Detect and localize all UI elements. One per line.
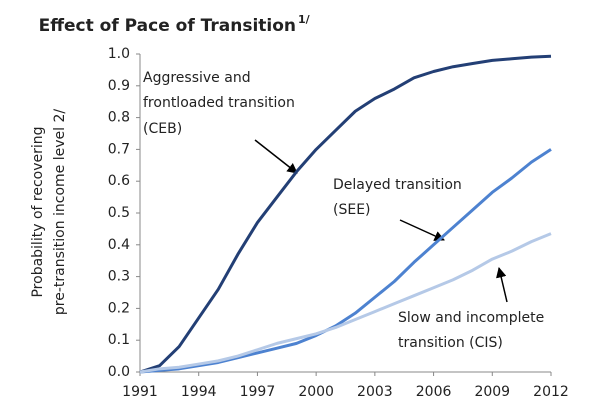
- annotation: Delayed transition: [333, 177, 462, 193]
- series-line: [139, 232, 552, 374]
- title-note: 1/: [298, 13, 311, 26]
- annotation: Slow and incomplete: [398, 310, 544, 326]
- x-tick-label: 2000: [298, 384, 334, 400]
- y-tick-label: 0.5: [108, 205, 130, 221]
- annotation: (SEE): [333, 202, 371, 218]
- arrow: [254, 139, 298, 174]
- chart-title: Effect of Pace of Transition: [39, 16, 296, 36]
- y-tick-label: 1.0: [108, 46, 130, 62]
- arrow: [496, 266, 508, 303]
- y-axis-label: Probability of recovering: [30, 126, 46, 297]
- x-tick-label: 2003: [357, 384, 393, 400]
- series-line: [139, 148, 552, 374]
- annotation: Aggressive and: [143, 70, 251, 86]
- y-tick-label: 0.6: [108, 173, 130, 189]
- y-tick-label: 0.0: [108, 364, 130, 380]
- x-tick-label: 2012: [533, 384, 569, 400]
- y-tick-label: 0.2: [108, 300, 130, 316]
- x-tick-label: 1991: [122, 384, 158, 400]
- y-axis-label: pre-transition income level 2/: [52, 109, 68, 316]
- x-tick-label: 1994: [181, 384, 217, 400]
- annotation: frontloaded transition: [143, 95, 295, 111]
- y-tick-label: 0.4: [108, 237, 130, 253]
- y-tick-label: 0.1: [108, 332, 130, 348]
- annotation: transition (CIS): [398, 335, 503, 351]
- y-tick-label: 0.7: [108, 141, 130, 157]
- series-line: [139, 54, 552, 374]
- y-tick-label: 0.9: [108, 78, 130, 94]
- y-tick-label: 0.3: [108, 269, 130, 285]
- x-tick-label: 2006: [416, 384, 452, 400]
- arrow: [399, 219, 445, 241]
- x-tick-label: 1997: [240, 384, 276, 400]
- y-tick-label: 0.8: [108, 110, 130, 126]
- annotation: (CEB): [143, 121, 182, 137]
- x-tick-label: 2009: [474, 384, 510, 400]
